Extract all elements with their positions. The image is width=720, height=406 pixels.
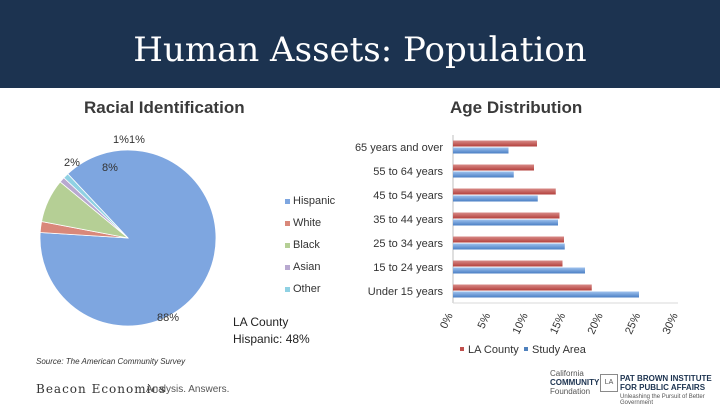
note-line-2: Hispanic: 48% xyxy=(233,332,310,346)
bar-la-county xyxy=(453,284,592,291)
bar-study-area xyxy=(453,291,639,298)
la-mark-icon: LA xyxy=(600,374,618,392)
legend-swatch xyxy=(285,286,290,292)
pie-data-label-white: 2% xyxy=(64,157,80,169)
legend-label: Black xyxy=(293,239,320,251)
slide-title: Human Assets: Population xyxy=(133,30,587,70)
cc-line-3: Foundation xyxy=(550,387,591,396)
pie-data-label-asian: 1% xyxy=(113,134,129,146)
pie-legend-item-other: Other xyxy=(285,283,321,295)
pie-data-label-hispanic: 88% xyxy=(157,312,180,324)
legend-swatch xyxy=(285,264,290,270)
bar-la-county xyxy=(453,140,537,147)
pie-data-label-other: 1% xyxy=(129,134,145,146)
pie-legend-item-white: White xyxy=(285,217,321,229)
x-tick-label: 10% xyxy=(511,311,531,336)
beacon-tagline: Analysis. Answers. xyxy=(146,384,230,395)
bar-study-area xyxy=(453,267,585,274)
pie-data-label-black: 8% xyxy=(102,162,118,174)
legend-swatch xyxy=(285,242,290,248)
x-tick-label: 15% xyxy=(548,311,568,336)
california-community-foundation-logo: California COMMUNITY Foundation xyxy=(550,369,599,396)
pat-brown-institute-logo: PAT BROWN INSTITUTE FOR PUBLIC AFFAIRS xyxy=(620,374,720,392)
bar-la-county xyxy=(453,212,560,219)
bar-category-label: Under 15 years xyxy=(368,286,444,298)
pb-line-2: FOR PUBLIC AFFAIRS xyxy=(620,383,706,392)
bar-legend-label: LA County xyxy=(468,344,519,356)
bar-study-area xyxy=(453,195,538,202)
x-tick-label: 0% xyxy=(438,311,456,331)
bar-la-county xyxy=(453,164,534,171)
legend-swatch xyxy=(285,220,290,226)
x-tick-label: 20% xyxy=(586,311,606,336)
bar-study-area xyxy=(453,219,558,226)
bar-la-county xyxy=(453,260,563,267)
x-tick-label: 30% xyxy=(661,311,681,336)
bar-category-label: 15 to 24 years xyxy=(373,262,443,274)
bar-category-label: 55 to 64 years xyxy=(373,166,443,178)
note-line-1: LA County xyxy=(233,315,289,329)
x-tick-label: 5% xyxy=(476,311,494,331)
cc-line-1: California xyxy=(550,369,584,378)
bar-category-label: 25 to 34 years xyxy=(373,238,443,250)
bar-la-county xyxy=(453,188,556,195)
pie-slice-other xyxy=(63,173,129,239)
x-tick-label: 25% xyxy=(623,311,643,336)
pie-legend-item-asian: Asian xyxy=(285,261,321,273)
pie-legend-item-black: Black xyxy=(285,239,320,251)
legend-label: Asian xyxy=(293,261,321,273)
beacon-economics-logo: Beacon Economics xyxy=(36,382,167,396)
pat-brown-subtitle: Unleashing the Pursuit of Better Governm… xyxy=(620,394,705,406)
bar-legend-swatch xyxy=(460,347,464,351)
racial-pie-chart xyxy=(39,149,217,327)
legend-swatch xyxy=(285,198,290,204)
bar-category-label: 45 to 54 years xyxy=(373,190,443,202)
legend-label: White xyxy=(293,217,322,229)
pb-line-1: PAT BROWN INSTITUTE xyxy=(620,374,712,383)
bar-la-county xyxy=(453,236,564,243)
pie-legend-item-hispanic: Hispanic xyxy=(285,195,335,207)
title-bar: Human Assets: Population xyxy=(0,0,720,88)
bar-chart-title: Age Distribution xyxy=(450,98,583,117)
bar-study-area xyxy=(453,171,514,178)
legend-label: Hispanic xyxy=(293,195,336,207)
legend-label: Other xyxy=(293,283,321,295)
bar-legend-swatch xyxy=(524,347,528,351)
pie-chart-title: Racial Identification xyxy=(84,98,245,117)
bar-study-area xyxy=(453,147,509,154)
cc-line-2: COMMUNITY xyxy=(550,378,600,387)
source-note: Source: The American Community Survey xyxy=(36,357,186,366)
bar-study-area xyxy=(453,243,565,250)
la-county-note: LA County Hispanic: 48% xyxy=(233,314,353,348)
bar-category-label: 35 to 44 years xyxy=(373,214,443,226)
bar-category-label: 65 years and over xyxy=(355,142,443,154)
bar-legend-label: Study Area xyxy=(532,344,587,356)
